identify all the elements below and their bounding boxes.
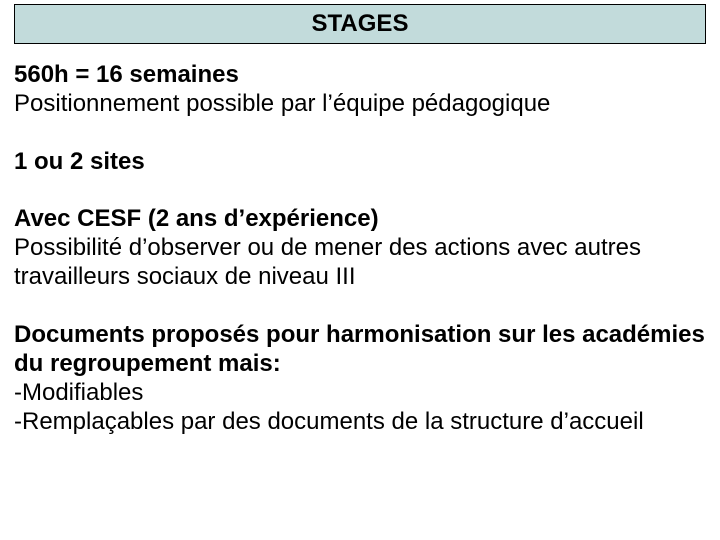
heading-duration: 560h = 16 semaines [14, 60, 706, 89]
text-positioning: Positionnement possible par l’équipe péd… [14, 89, 706, 118]
text-modifiable: -Modifiables [14, 378, 706, 407]
block-documents: Documents proposés pour harmonisation su… [14, 320, 706, 437]
heading-documents: Documents proposés pour harmonisation su… [14, 320, 706, 379]
text-cesf-detail: Possibilité d’observer ou de mener des a… [14, 233, 706, 292]
block-sites: 1 ou 2 sites [14, 147, 706, 176]
block-cesf: Avec CESF (2 ans d’expérience) Possibili… [14, 204, 706, 292]
block-duration: 560h = 16 semaines Positionnement possib… [14, 60, 706, 119]
heading-cesf: Avec CESF (2 ans d’expérience) [14, 204, 706, 233]
heading-sites: 1 ou 2 sites [14, 147, 706, 176]
slide-title: STAGES [312, 10, 409, 38]
text-replaceable: -Remplaçables par des documents de la st… [14, 407, 706, 436]
slide-content: 560h = 16 semaines Positionnement possib… [14, 60, 706, 437]
title-box: STAGES [14, 4, 706, 44]
